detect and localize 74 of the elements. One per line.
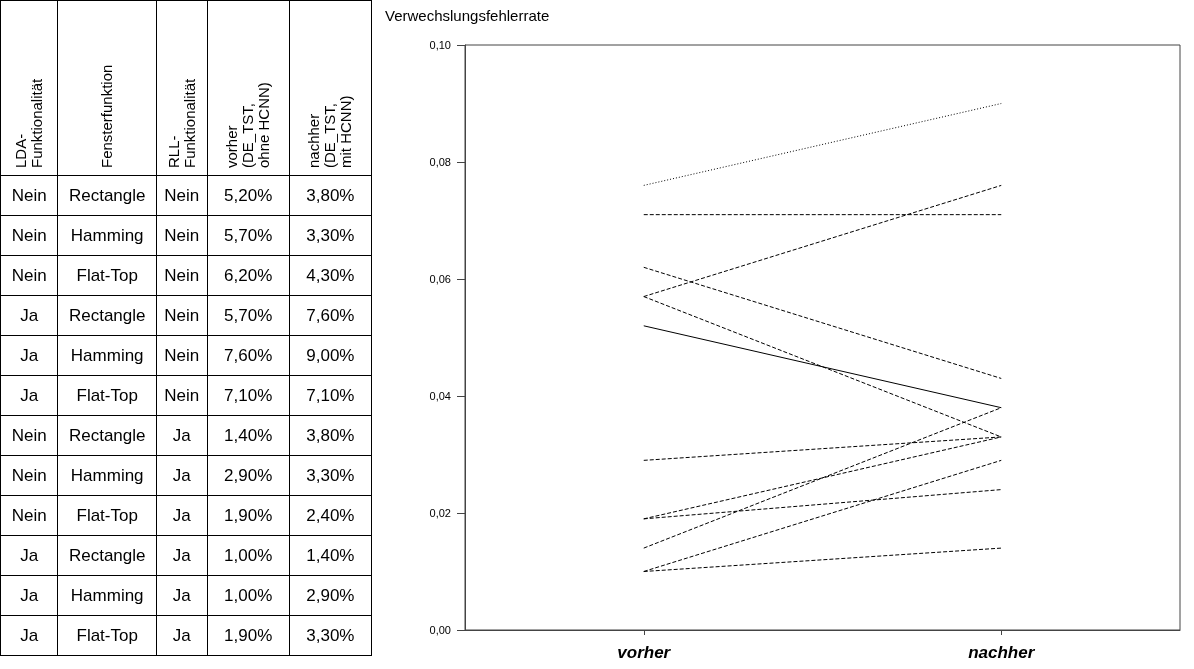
text: 7,60% bbox=[207, 335, 290, 376]
text: 7,10% bbox=[207, 375, 290, 416]
text: 3,30% bbox=[289, 615, 372, 656]
text: vorher (DE_TST, ohne HCNN) bbox=[223, 81, 273, 170]
text: Rectangle bbox=[57, 295, 157, 336]
text: Rectangle bbox=[57, 535, 157, 576]
text: RLL- Funktionalität bbox=[164, 77, 198, 170]
text: 3,30% bbox=[289, 455, 372, 496]
text: 1,00% bbox=[207, 535, 290, 576]
text: Rectangle bbox=[57, 175, 157, 216]
text: 3,30% bbox=[289, 215, 372, 256]
text: 7,60% bbox=[289, 295, 372, 336]
text: 7,10% bbox=[289, 375, 372, 416]
text: 2,40% bbox=[289, 495, 372, 536]
text: Nein bbox=[0, 495, 58, 536]
y-axis-title: Verwechslungsfehlerrate bbox=[385, 7, 550, 24]
text: 4,30% bbox=[289, 255, 372, 296]
text: Nein bbox=[156, 295, 208, 336]
y-tick-label: 0,08 bbox=[429, 156, 451, 168]
text: Flat-Top bbox=[57, 255, 157, 296]
text: Ja bbox=[156, 415, 208, 456]
x-tick-label: nachher bbox=[968, 643, 1036, 662]
text: Ja bbox=[0, 575, 58, 616]
y-tick-label: 0,02 bbox=[429, 507, 451, 519]
text: Nein bbox=[156, 375, 208, 416]
text: Ja bbox=[0, 615, 58, 656]
text: Nein bbox=[0, 415, 58, 456]
text: Nein bbox=[156, 175, 208, 216]
text: 1,00% bbox=[207, 575, 290, 616]
text: Hamming bbox=[57, 335, 157, 376]
text: Ja bbox=[156, 495, 208, 536]
text: Nein bbox=[156, 255, 208, 296]
text: Ja bbox=[156, 615, 208, 656]
text: Nein bbox=[156, 215, 208, 256]
text: Ja bbox=[0, 535, 58, 576]
text: 5,20% bbox=[207, 175, 290, 216]
text: 9,00% bbox=[289, 335, 372, 376]
text: Ja bbox=[0, 335, 58, 376]
x-tick-label: vorher bbox=[617, 643, 672, 662]
text: 1,90% bbox=[207, 615, 290, 656]
text: nachher (DE_TST, mit HCNN) bbox=[305, 94, 355, 170]
text: 3,80% bbox=[289, 175, 372, 216]
y-tick-label: 0,06 bbox=[429, 273, 451, 285]
text: 2,90% bbox=[289, 575, 372, 616]
text: Nein bbox=[0, 215, 58, 256]
text: LDA- Funktionalität bbox=[12, 77, 46, 170]
text: Fensterfunktion bbox=[98, 63, 116, 170]
text: 3,80% bbox=[289, 415, 372, 456]
text: Rectangle bbox=[57, 415, 157, 456]
text: Nein bbox=[0, 175, 58, 216]
text: Flat-Top bbox=[57, 495, 157, 536]
text: Hamming bbox=[57, 455, 157, 496]
text: 5,70% bbox=[207, 215, 290, 256]
text: Nein bbox=[0, 455, 58, 496]
text: Nein bbox=[0, 255, 58, 296]
text: Flat-Top bbox=[57, 615, 157, 656]
y-tick-label: 0,10 bbox=[429, 39, 451, 51]
text: Nein bbox=[156, 335, 208, 376]
y-tick-label: 0,04 bbox=[429, 390, 451, 402]
text: Flat-Top bbox=[57, 375, 157, 416]
text: Hamming bbox=[57, 215, 157, 256]
text: 1,40% bbox=[289, 535, 372, 576]
text: Ja bbox=[0, 375, 58, 416]
text: 2,90% bbox=[207, 455, 290, 496]
text: Ja bbox=[156, 455, 208, 496]
y-tick-label: 0,00 bbox=[429, 624, 451, 636]
text: Hamming bbox=[57, 575, 157, 616]
text: 5,70% bbox=[207, 295, 290, 336]
text: 1,90% bbox=[207, 495, 290, 536]
text: 6,20% bbox=[207, 255, 290, 296]
text: 1,40% bbox=[207, 415, 290, 456]
text: Ja bbox=[0, 295, 58, 336]
text: Ja bbox=[156, 575, 208, 616]
text: Ja bbox=[156, 535, 208, 576]
